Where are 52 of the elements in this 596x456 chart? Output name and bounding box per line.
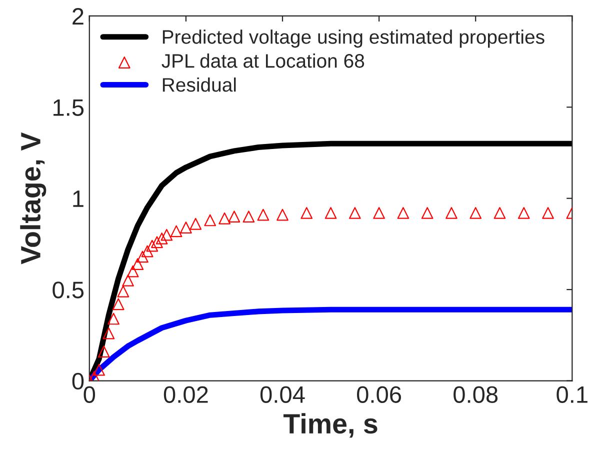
point: [276, 208, 288, 221]
y-tick-label: 1.5: [54, 99, 84, 116]
point: [160, 228, 173, 241]
y-tick-label: 0.5: [52, 282, 84, 298]
point: [151, 236, 163, 248]
point: [141, 245, 154, 258]
point: [470, 207, 482, 219]
point: [348, 207, 361, 219]
x-tick-label: 0.08: [454, 386, 498, 403]
y-axis-title: Voltage, V: [20, 132, 46, 264]
point: [494, 207, 506, 219]
point: [204, 214, 216, 226]
point: [102, 327, 115, 340]
point: [300, 207, 313, 219]
point: [170, 225, 182, 238]
point: [117, 285, 130, 298]
point: [190, 218, 202, 230]
point: [156, 232, 168, 244]
y-tick-label: 0: [72, 372, 84, 390]
point: [397, 207, 410, 219]
y-tick-label: 2: [72, 8, 84, 25]
point: [242, 210, 255, 223]
point: [421, 207, 434, 219]
legend-label: Residual: [162, 77, 236, 92]
x-tick-label: 0.06: [357, 386, 401, 403]
point: [132, 258, 144, 270]
point: [146, 240, 158, 252]
point: [180, 222, 192, 234]
point: [122, 274, 134, 286]
point: [257, 208, 270, 221]
point: [112, 298, 124, 310]
legend-label: Predicted voltage using estimated properties: [162, 30, 544, 48]
point: [218, 212, 231, 224]
point: [373, 207, 385, 219]
point: [89, 371, 100, 381]
point: [136, 250, 148, 263]
x-tick-label: 0.02: [164, 386, 208, 403]
point: [446, 207, 458, 219]
legend-label: JPL data at Location 68: [162, 54, 364, 68]
x-tick-label: 0: [84, 386, 96, 403]
point: [518, 207, 530, 219]
x-tick-label: 0.1: [556, 386, 588, 403]
point: [98, 346, 110, 358]
y-tick-label: 1: [73, 190, 84, 207]
point: [93, 364, 105, 376]
point: [228, 210, 240, 223]
point: [126, 265, 139, 278]
x-tick-label: 0.04: [260, 386, 305, 403]
point: [324, 207, 337, 219]
point: [542, 207, 554, 219]
x-axis-title: Time, s: [283, 413, 378, 438]
point: [108, 312, 120, 325]
